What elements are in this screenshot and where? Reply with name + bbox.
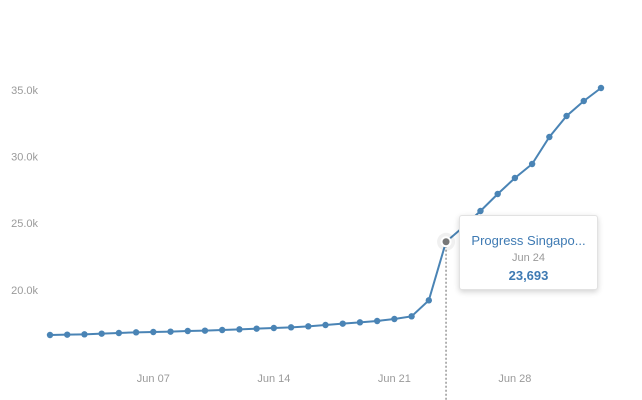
data-point: [322, 321, 329, 329]
x-tick-label: Jun 14: [257, 373, 290, 385]
data-point: [201, 327, 209, 334]
line: [49, 87, 602, 336]
data-point: [477, 207, 484, 215]
tooltip-date: Jun 24: [511, 252, 546, 264]
data-point: [356, 319, 364, 326]
data-point: [339, 320, 346, 327]
data-point: [132, 329, 140, 336]
data-point: [115, 329, 123, 337]
data-point: [597, 84, 605, 92]
data-point: [580, 97, 587, 105]
data-point: [253, 325, 260, 332]
data-point: [563, 112, 570, 120]
data-point: [425, 297, 433, 304]
y-tick-label: 20.0k: [11, 285, 38, 297]
data-point: [236, 326, 243, 333]
data-point: [64, 331, 71, 338]
data-point: [98, 330, 105, 337]
data-point: [218, 326, 226, 334]
data-point: [287, 324, 295, 331]
data-point: [270, 324, 278, 332]
data-point: [494, 190, 501, 198]
data-point: [81, 331, 88, 338]
y-tick-label: 35.0k: [11, 85, 38, 97]
tooltip-title: Progress Singapo...: [471, 233, 586, 248]
data-point: [546, 133, 553, 141]
x-tick-label: Jun 21: [378, 373, 411, 385]
tooltip: Progress Singapo... Jun 24 23,693: [459, 215, 598, 290]
data-point: [46, 331, 54, 339]
x-tick-label: Jun 07: [137, 373, 170, 385]
data-point: [440, 236, 452, 248]
data-point: [305, 323, 312, 330]
tooltip-value: 23,693: [508, 268, 549, 283]
data-point: [373, 317, 381, 325]
data-point: [511, 174, 519, 182]
data-point: [528, 160, 536, 168]
data-point: [408, 313, 415, 320]
data-point: [391, 315, 398, 323]
data-point: [150, 328, 157, 336]
y-tick-label: 30.0k: [11, 152, 38, 164]
data-point: [184, 327, 191, 335]
data-point: [167, 328, 174, 335]
x-tick-label: Jun 28: [498, 373, 531, 385]
y-tick-label: 25.0k: [11, 218, 38, 230]
